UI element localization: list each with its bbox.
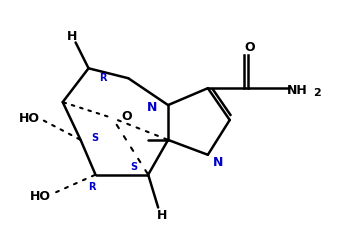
Text: HO: HO — [19, 112, 40, 125]
Text: R: R — [88, 182, 95, 192]
Text: R: R — [99, 73, 106, 83]
Text: O: O — [244, 41, 255, 54]
Text: N: N — [147, 101, 157, 114]
Text: H: H — [157, 209, 167, 222]
Text: HO: HO — [30, 190, 51, 203]
Text: N: N — [213, 156, 223, 169]
Text: H: H — [66, 30, 77, 43]
Text: S: S — [91, 133, 98, 143]
Text: S: S — [131, 162, 138, 172]
Text: O: O — [121, 109, 132, 123]
Text: NH: NH — [287, 84, 308, 97]
Text: 2: 2 — [313, 88, 321, 98]
